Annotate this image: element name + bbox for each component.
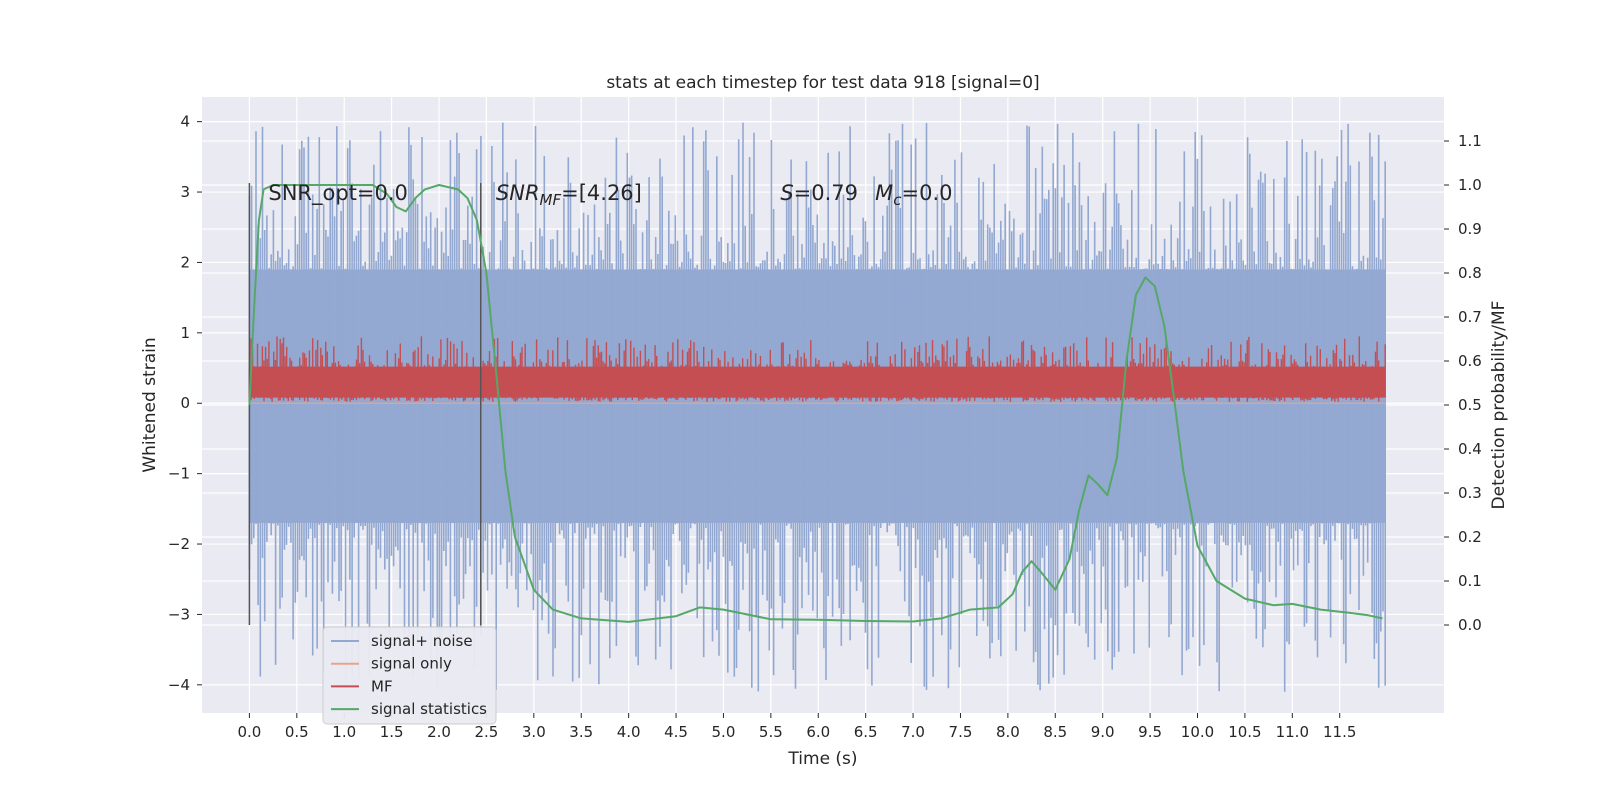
x-tick-label: 7.0 [901, 723, 925, 741]
annotation-text: Mc=0.0 [875, 181, 952, 209]
x-tick-label: 2.0 [427, 723, 451, 741]
y-right-tick-label: 0.1 [1458, 572, 1482, 590]
signal-statistics-line [248, 184, 1383, 623]
x-tick-label: 8.0 [996, 723, 1020, 741]
x-tick-label: 10.0 [1181, 723, 1214, 741]
y-right-tick-label: 1.0 [1458, 176, 1482, 194]
annotation-rest: =0.79 [794, 181, 858, 205]
annotation-subscript: MF [540, 191, 562, 209]
y-right-tick-label: 0.6 [1458, 352, 1482, 370]
x-tick-label: 7.5 [949, 723, 973, 741]
x-tick-label: 6.0 [806, 723, 830, 741]
x-tick-label: 11.0 [1276, 723, 1309, 741]
y-axis-label: Whitened strain [140, 337, 160, 472]
y-tick-label: 1 [180, 324, 190, 342]
annotation-text: SNR_opt=0.0 [268, 181, 408, 206]
x-axis-label: Time (s) [787, 749, 857, 769]
y-right-tick-label: 0.5 [1458, 396, 1482, 414]
legend-label-signal-only: signal only [371, 655, 452, 673]
annotation-main: SNR [496, 181, 540, 205]
annotation-main: SNR_opt=0.0 [268, 181, 408, 206]
x-tick-label: 2.5 [474, 723, 498, 741]
x-tick-label: 8.5 [1043, 723, 1067, 741]
annotation-layer: SNR_opt=0.0 SNRMF=[4.26] S=0.79 Mc=0.0 [268, 181, 952, 209]
y-tick-label: 3 [180, 183, 190, 201]
y-right-tick-label: 0.4 [1458, 440, 1482, 458]
y-tick-label: 0 [180, 394, 190, 412]
x-tick-label: 1.0 [332, 723, 356, 741]
mf-series [248, 336, 1386, 402]
legend: signal+ noise signal only MF signal stat… [322, 626, 497, 725]
y-right-tick-label: 0.7 [1458, 308, 1482, 326]
annotation-rest: =[4.26] [561, 181, 642, 205]
y-right-tick-label: 0.8 [1458, 264, 1482, 282]
x-tick-label: 10.5 [1228, 723, 1261, 741]
y-tick-label: −2 [168, 535, 190, 553]
annotation-subscript: c [893, 191, 902, 209]
x-tick-label: 9.5 [1138, 723, 1162, 741]
y-tick-label: −3 [168, 605, 190, 623]
y-tick-label: 4 [180, 113, 190, 131]
x-tick-label: 5.0 [712, 723, 736, 741]
chart-title: stats at each timestep for test data 918… [606, 73, 1039, 93]
x-tick-label: 11.5 [1323, 723, 1356, 741]
x-tick-label: 0.5 [285, 723, 309, 741]
y-tick-label: −4 [168, 676, 190, 694]
y-right-tick-label: 1.1 [1458, 132, 1482, 150]
tick-layer: 0.0 0.5 1.0 1.5 2.0 2.5 3.0 3.5 4.0 4.5 5.0 5.5 6.0 6… [168, 113, 1482, 741]
legend-label-mf: MF [371, 677, 393, 695]
y-right-tick-label: 0.2 [1458, 528, 1482, 546]
x-tick-label: 5.5 [759, 723, 783, 741]
annotation-rest: =0.0 [902, 181, 953, 205]
y-right-tick-label: 0.0 [1458, 616, 1482, 634]
signal-statistics-series [248, 184, 1383, 623]
y-axis-right-label: Detection probability/MF [1489, 301, 1509, 510]
y-right-tick-label: 0.9 [1458, 220, 1482, 238]
y-tick-label: −1 [168, 465, 190, 483]
annotation-main: M [875, 181, 893, 205]
y-right-tick-label: 0.3 [1458, 484, 1482, 502]
annotation-text: S=0.79 [780, 181, 858, 205]
x-tick-label: 0.0 [237, 723, 261, 741]
annotation-main: S [780, 181, 793, 205]
legend-label-signal-noise: signal+ noise [371, 632, 473, 650]
x-tick-label: 1.5 [380, 723, 404, 741]
x-tick-label: 6.5 [854, 723, 878, 741]
y-tick-label: 2 [180, 253, 190, 271]
x-tick-label: 9.0 [1091, 723, 1115, 741]
x-tick-label: 4.0 [617, 723, 641, 741]
annotation-text: SNRMF=[4.26] [496, 181, 642, 209]
legend-label-signal-statistics: signal statistics [371, 700, 487, 718]
x-tick-label: 3.0 [522, 723, 546, 741]
x-tick-label: 4.5 [664, 723, 688, 741]
x-tick-label: 3.5 [569, 723, 593, 741]
legend-box [322, 626, 497, 725]
